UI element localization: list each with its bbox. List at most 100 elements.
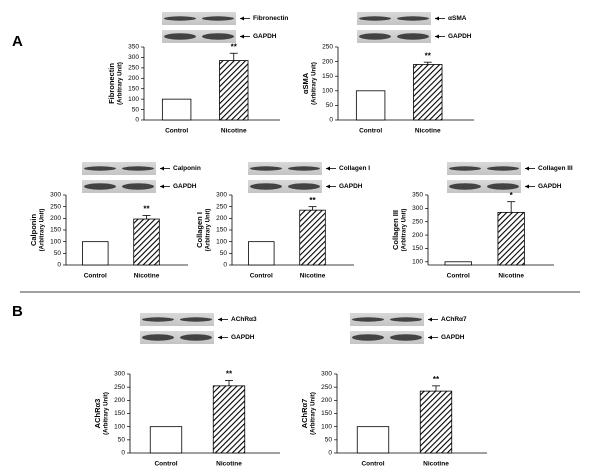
x-tick-label: Nicotine — [134, 273, 160, 280]
blot-label: GAPDH — [253, 33, 277, 40]
y-tick-label: 50 — [118, 437, 126, 444]
x-tick-label: Control — [165, 128, 188, 135]
y-tick-label: 200 — [216, 215, 227, 222]
y-tick-label: 250 — [50, 203, 61, 210]
blot-band — [202, 33, 234, 40]
blot-band — [390, 317, 422, 322]
blot-label: GAPDH — [538, 183, 562, 190]
y-tick-label: 150 — [216, 227, 227, 234]
blot — [248, 180, 322, 193]
y-tick-label: 100 — [114, 423, 125, 430]
y-tick-label: 0 — [329, 117, 333, 124]
y-tick-label: 0 — [121, 450, 125, 457]
x-tick-label: Nicotine — [415, 128, 441, 135]
arrow-head — [435, 16, 439, 21]
significance: ** — [425, 51, 432, 60]
blot-band — [487, 166, 519, 171]
x-tick-label: Control — [250, 273, 273, 280]
blot-label: GAPDH — [339, 183, 363, 190]
y-axis-sublabel: (Arbitrary Unit) — [311, 392, 317, 435]
y-tick-label: 50 — [325, 437, 333, 444]
y-tick-label: 0 — [223, 262, 227, 269]
blot-band — [449, 166, 481, 171]
y-tick-label: 150 — [412, 245, 423, 252]
y-tick-label: 150 — [128, 85, 139, 92]
x-tick-label: Nicotine — [221, 128, 247, 135]
blot — [162, 30, 236, 43]
arrow-head — [218, 335, 222, 340]
arrow-head — [435, 34, 439, 39]
blot-band — [390, 334, 422, 341]
bar — [444, 261, 472, 266]
blot-label: AChRα3 — [231, 316, 257, 323]
y-tick-label: 250 — [322, 44, 333, 51]
y-tick-label: 0 — [328, 450, 332, 457]
blot-band — [122, 166, 154, 171]
blot — [82, 162, 156, 175]
y-tick-label: 300 — [50, 192, 61, 199]
y-tick-label: 100 — [412, 259, 423, 266]
blot-band — [352, 334, 384, 341]
y-tick-label: 200 — [114, 397, 125, 404]
bar — [413, 64, 443, 121]
bar — [133, 218, 160, 266]
y-tick-label: 100 — [128, 96, 139, 103]
blot-band — [487, 183, 519, 190]
y-axis-label: Fibronectin — [107, 63, 116, 104]
arrow-head — [428, 317, 432, 322]
arrow-head — [160, 166, 164, 171]
y-axis-label: AChRα3 — [93, 399, 102, 429]
y-tick-label: 150 — [114, 410, 125, 417]
y-axis-sublabel: (Arbitrary Unit) — [206, 209, 212, 252]
blot-band — [142, 334, 174, 341]
blot-band — [164, 16, 196, 21]
y-tick-label: 250 — [128, 65, 139, 72]
blot-band — [449, 183, 481, 190]
panel-label: A — [12, 33, 23, 50]
panel-label: B — [12, 303, 23, 320]
arrow-head — [326, 166, 330, 171]
arrow-head — [240, 34, 244, 39]
blot-label: GAPDH — [231, 334, 255, 341]
x-tick-label: Nicotine — [423, 461, 449, 468]
blot-band — [180, 317, 212, 322]
y-tick-label: 250 — [114, 384, 125, 391]
arrow-head — [525, 184, 529, 189]
y-axis-label: Collagen III — [391, 210, 400, 250]
blot-band — [359, 33, 391, 40]
arrow-head — [428, 335, 432, 340]
y-tick-label: 150 — [50, 227, 61, 234]
y-axis-label: αSMA — [301, 72, 310, 94]
x-tick-label: Control — [84, 273, 107, 280]
bar — [248, 241, 275, 266]
y-tick-label: 300 — [216, 192, 227, 199]
blot-band — [142, 317, 174, 322]
y-tick-label: 50 — [326, 102, 334, 109]
blot-band — [164, 33, 196, 40]
y-tick-label: 50 — [132, 106, 140, 113]
blot — [82, 180, 156, 193]
y-tick-label: 300 — [128, 54, 139, 61]
blot-band — [84, 166, 116, 171]
x-tick-label: Control — [361, 461, 384, 468]
bar — [419, 390, 453, 454]
significance: ** — [231, 42, 238, 51]
y-axis-label: Calponin — [29, 214, 38, 246]
y-axis-label: AChRα7 — [300, 399, 309, 429]
blot — [248, 162, 322, 175]
y-tick-label: 50 — [54, 250, 62, 257]
bar — [356, 426, 390, 454]
significance: * — [510, 191, 514, 200]
blot-label: Collagen III — [538, 165, 573, 172]
x-tick-label: Control — [447, 273, 470, 280]
arrow-head — [326, 184, 330, 189]
bar — [355, 90, 386, 121]
y-tick-label: 0 — [135, 117, 139, 124]
bar — [212, 385, 246, 454]
y-tick-label: 200 — [128, 75, 139, 82]
bar — [219, 60, 249, 121]
blot — [357, 12, 431, 25]
y-tick-label: 200 — [50, 215, 61, 222]
significance: ** — [226, 370, 233, 379]
